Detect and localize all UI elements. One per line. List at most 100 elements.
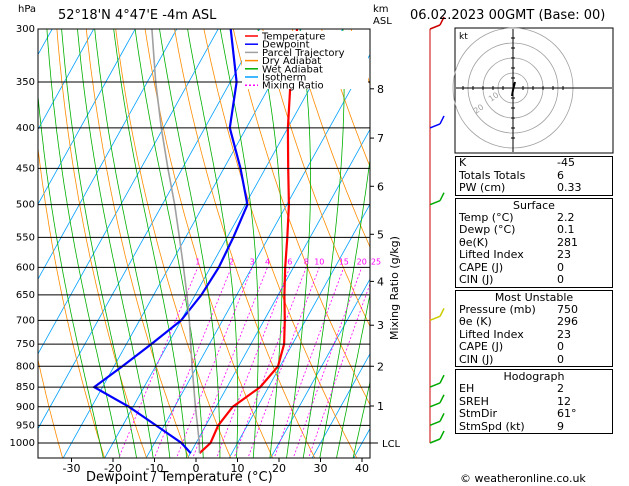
most-unstable-row: Lifted Index 23 (456, 327, 612, 342)
x-tick-label: 10 (231, 462, 245, 475)
mixing-ratio-line (273, 267, 345, 458)
basic-index-label: Totals Totals (459, 168, 526, 182)
mixing-ratio-label: 25 (371, 257, 381, 266)
most-unstable-label: θe (K) (459, 315, 492, 328)
surface-label: CAPE (J) (459, 260, 504, 274)
mixing-ratio-line (308, 282, 370, 458)
lcl-label: LCL (382, 439, 401, 450)
mixing-ratio-label: 6 (287, 257, 292, 266)
pressure-tick-label: 550 (16, 232, 35, 243)
legend-background (242, 31, 368, 89)
isotherm-line (0, 17, 17, 460)
most-unstable-value: 296 (557, 315, 578, 328)
wind-barb (439, 16, 445, 26)
hodograph-stat-value: 61° (557, 407, 577, 420)
isotherm-line (38, 29, 136, 206)
surface-label: Lifted Index (459, 248, 524, 261)
surface-label: θe(K) (459, 235, 489, 249)
dry-adiabat-line (232, 29, 370, 406)
wet-adiabat-line (352, 380, 370, 458)
km-tick-label: 4 (377, 275, 384, 288)
isotherm-line (228, 203, 370, 458)
km-tick-label: 7 (377, 132, 384, 145)
mixing-ratio-label: 2 (229, 257, 234, 266)
pressure-tick-label: 700 (16, 315, 35, 326)
dry-adiabat-line (174, 29, 316, 458)
pressure-tick-label: 1000 (10, 438, 35, 449)
isotherm-line (38, 29, 95, 131)
km-tick-label: 2 (377, 360, 384, 373)
wet-adiabat-line (319, 156, 370, 458)
surface-value: 2.2 (557, 210, 575, 224)
x-tick-label: 0 (193, 462, 200, 475)
wet-adiabat-line (302, 29, 345, 458)
wind-barb (439, 115, 445, 125)
surface-row: CAPE (J) 0 (456, 260, 612, 275)
parcel-trajectory (151, 29, 201, 454)
hodograph-kt-label: kt (459, 32, 468, 42)
wet-adiabat-line (257, 29, 283, 458)
legend-label: Mixing Ratio (262, 81, 324, 92)
x-tick-label: -30 (63, 462, 81, 475)
wet-adiabat-line (38, 91, 104, 458)
temperature-profile (198, 29, 299, 455)
mixing-ratio-label: 20 (357, 257, 367, 266)
km-asl-label: km ASL (373, 4, 392, 28)
surface-row: Lifted Index 23 (456, 248, 612, 262)
hodograph-stat-value: 12 (557, 394, 571, 408)
pressure-tick-label: 800 (16, 361, 35, 372)
dry-adiabat-line (56, 29, 148, 458)
surface-row: θe(K) 281 (456, 235, 612, 250)
wet-adiabat-line (61, 29, 137, 458)
pressure-tick-label: 750 (16, 339, 35, 350)
mixing-ratio-line (192, 267, 268, 458)
most-unstable-row: CAPE (J) 0 (456, 340, 612, 354)
wind-barb (429, 123, 441, 129)
most-unstable-label: Lifted Index (459, 327, 524, 341)
pressure-tick-label: 650 (16, 290, 35, 301)
mixing-ratio-label: 4 (265, 257, 270, 266)
wind-barb (439, 413, 445, 422)
pressure-tick-label: 900 (16, 402, 35, 413)
mixing-ratio-line (153, 267, 232, 458)
km-tick-label: 1 (377, 400, 384, 413)
isotherm-line (38, 29, 261, 430)
surface-label: Dewp (°C) (459, 223, 516, 236)
hodograph-wind-trace (511, 81, 516, 97)
isotherm-line (187, 128, 370, 458)
wet-adiabat-line (46, 29, 121, 458)
hodograph-stat-row: SREH 12 (456, 394, 612, 409)
mixing-ratio-line (216, 267, 291, 458)
mixing-ratio-label: 1 (195, 257, 200, 266)
basic-index-value: -45 (557, 156, 575, 169)
hodograph-title: Hodograph (503, 370, 565, 383)
mixing-ratio-line (292, 267, 363, 458)
legend-label: Isotherm (262, 73, 306, 84)
surface-value: 0.1 (557, 223, 575, 236)
basic-index-label: PW (cm) (459, 181, 506, 194)
basic-index-label: K (459, 156, 467, 169)
pressure-tick-label: 850 (16, 382, 35, 393)
wind-barb (439, 374, 445, 384)
wind-barb (439, 308, 445, 317)
wind-barb (439, 394, 445, 404)
hodograph-stat-label: StmDir (459, 407, 498, 420)
dry-adiabat-line (291, 29, 370, 248)
isotherm-line (38, 29, 219, 355)
wind-barb (429, 199, 441, 206)
pressure-tick-label: 500 (16, 200, 35, 211)
dry-adiabat-line (144, 29, 274, 458)
x-axis-title: Dewpoint / Temperature (°C) (86, 470, 273, 485)
date-title: 06.02.2023 00GMT (Base: 00) (410, 8, 606, 23)
most-unstable-value: 23 (557, 327, 571, 341)
stats-panel: K -45 Totals Totals 6 PW (cm) 0.33 Surface Te… (455, 156, 613, 436)
most-unstable-value: 0 (557, 340, 564, 353)
surface-label: CIN (J) (459, 273, 494, 286)
legend-label: Parcel Trajectory (262, 48, 345, 59)
mixing-ratio-label: 8 (304, 257, 309, 266)
most-unstable-label: CIN (J) (459, 352, 494, 366)
x-tick-label: 30 (314, 462, 328, 475)
most-unstable-value: 750 (557, 302, 578, 316)
pressure-tick-label: 600 (16, 262, 35, 273)
